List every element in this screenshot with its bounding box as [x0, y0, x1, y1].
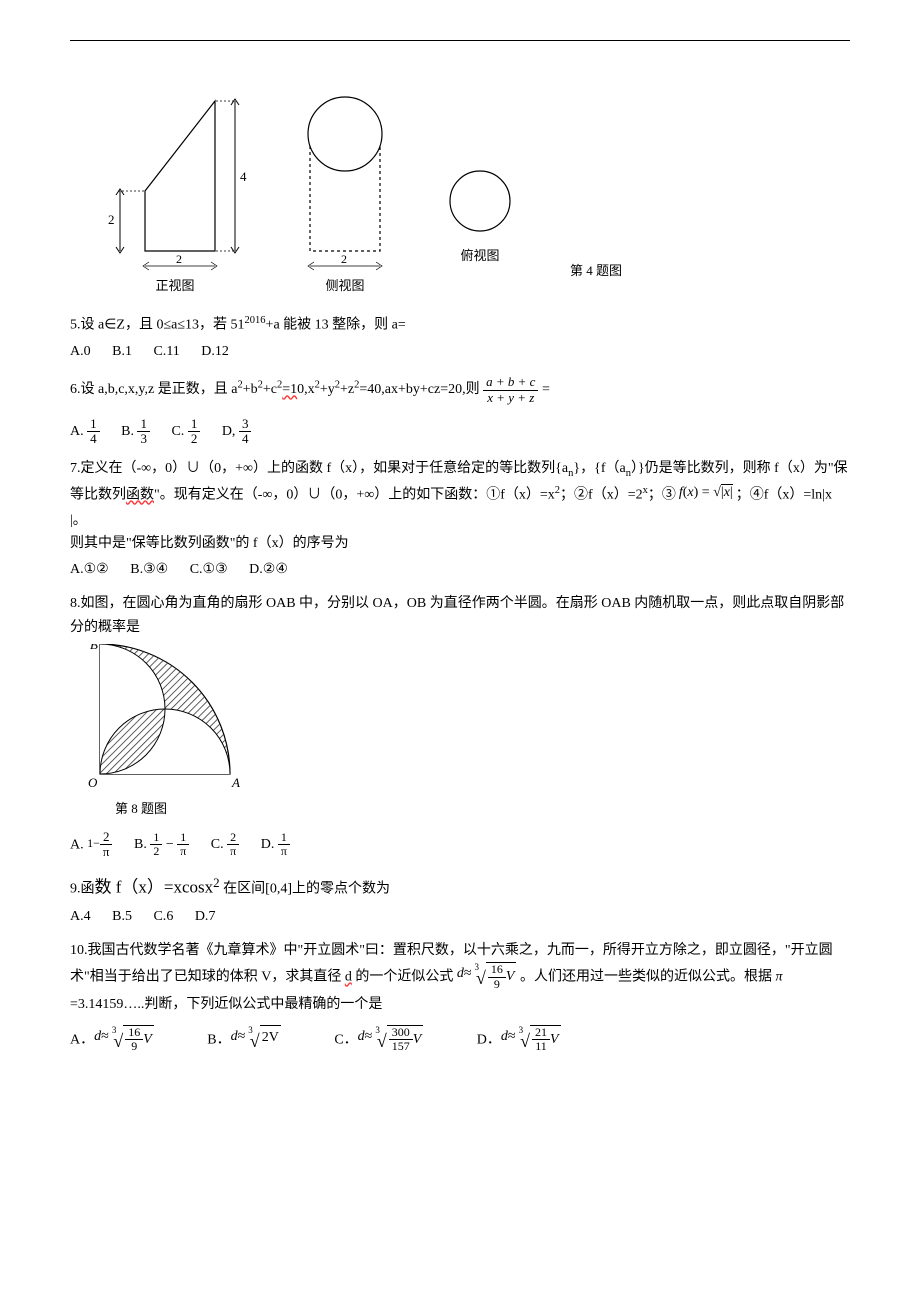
header-rule — [70, 40, 850, 41]
q5-choice-c: C.11 — [153, 340, 179, 364]
svg-text:A: A — [231, 775, 240, 790]
q5-choice-a: A.0 — [70, 340, 91, 364]
q7-choice-a: A.①② — [70, 558, 109, 582]
q5-text-a: 5.设 a∈Z，且 0≤a≤13，若 51 — [70, 318, 245, 333]
q8: 8.如图，在圆心角为直角的扇形 OAB 中，分别以 OA，OB 为直径作两个半圆… — [70, 592, 850, 860]
top-view-label: 俯视图 — [440, 245, 520, 267]
side-view-svg: 2 — [280, 71, 410, 271]
q7-choices: A.①② B.③④ C.①③ D.②④ — [70, 558, 850, 582]
q9-choice-d: D.7 — [195, 905, 216, 929]
q8-choice-b: B. 12 − 1π — [134, 831, 189, 858]
q8-caption: 第 8 题图 — [80, 798, 850, 820]
q4-top-view: 俯视图 — [440, 161, 520, 267]
q4-diagram-row: 2 4 2 正视图 2 侧视图 俯视图 — [70, 71, 850, 297]
q8-choices: A. 1−2π B. 12 − 1π C. 2π D. 1π — [70, 831, 850, 861]
q10-choices: A．d ≈ 3√169V B．d ≈ 3√2V C．d ≈ 3√300157V … — [70, 1025, 850, 1056]
svg-text:B: B — [90, 644, 98, 652]
q6-choices: A. 14 B. 13 C. 12 D, 34 — [70, 417, 850, 447]
q4-title-text: 第 4 题图 — [570, 260, 622, 282]
q7-choice-d: D.②④ — [249, 558, 288, 582]
q9-choice-a: A.4 — [70, 905, 91, 929]
q9-choice-c: C.6 — [153, 905, 173, 929]
side-view-label: 侧视图 — [280, 275, 410, 297]
svg-text:2: 2 — [108, 212, 115, 227]
q8-text: 8.如图，在圆心角为直角的扇形 OAB 中，分别以 OA，OB 为直径作两个半圆… — [70, 592, 850, 640]
q8-choice-a: A. 1−2π — [70, 831, 112, 861]
q10-choice-c: C．d ≈ 3√300157V — [334, 1025, 423, 1056]
q6-text: 6.设 a,b,c,x,y,z 是正数，且 a2+b2+c2=10,x2+y2+… — [70, 382, 550, 397]
top-view-svg — [440, 161, 520, 241]
q10-choice-d: D．d ≈ 3√2111V — [477, 1025, 561, 1056]
q8-sector-svg: B O A — [80, 644, 250, 794]
q5-text-b: +a 能被 13 整除，则 a= — [266, 318, 406, 333]
q5-choice-b: B.1 — [112, 340, 132, 364]
q5: 5.设 a∈Z，且 0≤a≤13，若 512016+a 能被 13 整除，则 a… — [70, 312, 850, 363]
q4-front-view: 2 4 2 正视图 — [100, 71, 250, 297]
q4-title: 第 4 题图 — [570, 256, 622, 282]
q5-choice-d: D.12 — [201, 340, 229, 364]
q7-choice-b: B.③④ — [130, 558, 168, 582]
q6-choice-c: C. 12 — [171, 417, 200, 447]
q7-f3-formula: f(x) = √|x| — [676, 480, 736, 506]
q7: 7.定义在（-∞，0）∪（0，+∞）上的函数 f（x），如果对于任意给定的等比数… — [70, 457, 850, 582]
q8-choice-d: D. 1π — [261, 831, 290, 858]
q10-choice-b: B．d ≈ 3√2V — [207, 1025, 281, 1056]
q6: 6.设 a,b,c,x,y,z 是正数，且 a2+b2+c2=10,x2+y2+… — [70, 375, 850, 446]
svg-text:O: O — [88, 775, 98, 790]
q8-diagram: B O A 第 8 题图 — [80, 644, 850, 820]
q6-choice-a: A. 14 — [70, 417, 100, 447]
q8-choice-c: C. 2π — [211, 831, 239, 858]
q10: 10.我国古代数学名著《九章算术》中"开立圆术"曰：置积尺数，以十六乘之，九而一… — [70, 939, 850, 1056]
q10-choice-a: A．d ≈ 3√169V — [70, 1025, 154, 1056]
q10-formula: d ≈ 3√169V — [457, 962, 517, 993]
front-view-label: 正视图 — [100, 275, 250, 297]
front-view-svg: 2 4 2 — [100, 71, 250, 271]
q6-choice-b: B. 13 — [121, 417, 150, 447]
q7-line2: 则其中是"保等比数列函数"的 f（x）的序号为 — [70, 532, 850, 556]
q5-choices: A.0 B.1 C.11 D.12 — [70, 340, 850, 364]
q5-exp: 2016 — [245, 315, 266, 326]
q4-side-view: 2 侧视图 — [280, 71, 410, 297]
svg-text:2: 2 — [176, 252, 182, 266]
q7-choice-c: C.①③ — [190, 558, 228, 582]
q6-choice-d: D, 34 — [222, 417, 252, 447]
q9-choices: A.4 B.5 C.6 D.7 — [70, 905, 850, 929]
svg-text:4: 4 — [240, 169, 247, 184]
q9: 9.函数 f（x）=xcosx2 在区间[0,4]上的零点个数为 A.4 B.5… — [70, 872, 850, 928]
q9-choice-b: B.5 — [112, 905, 132, 929]
svg-text:2: 2 — [341, 252, 347, 266]
